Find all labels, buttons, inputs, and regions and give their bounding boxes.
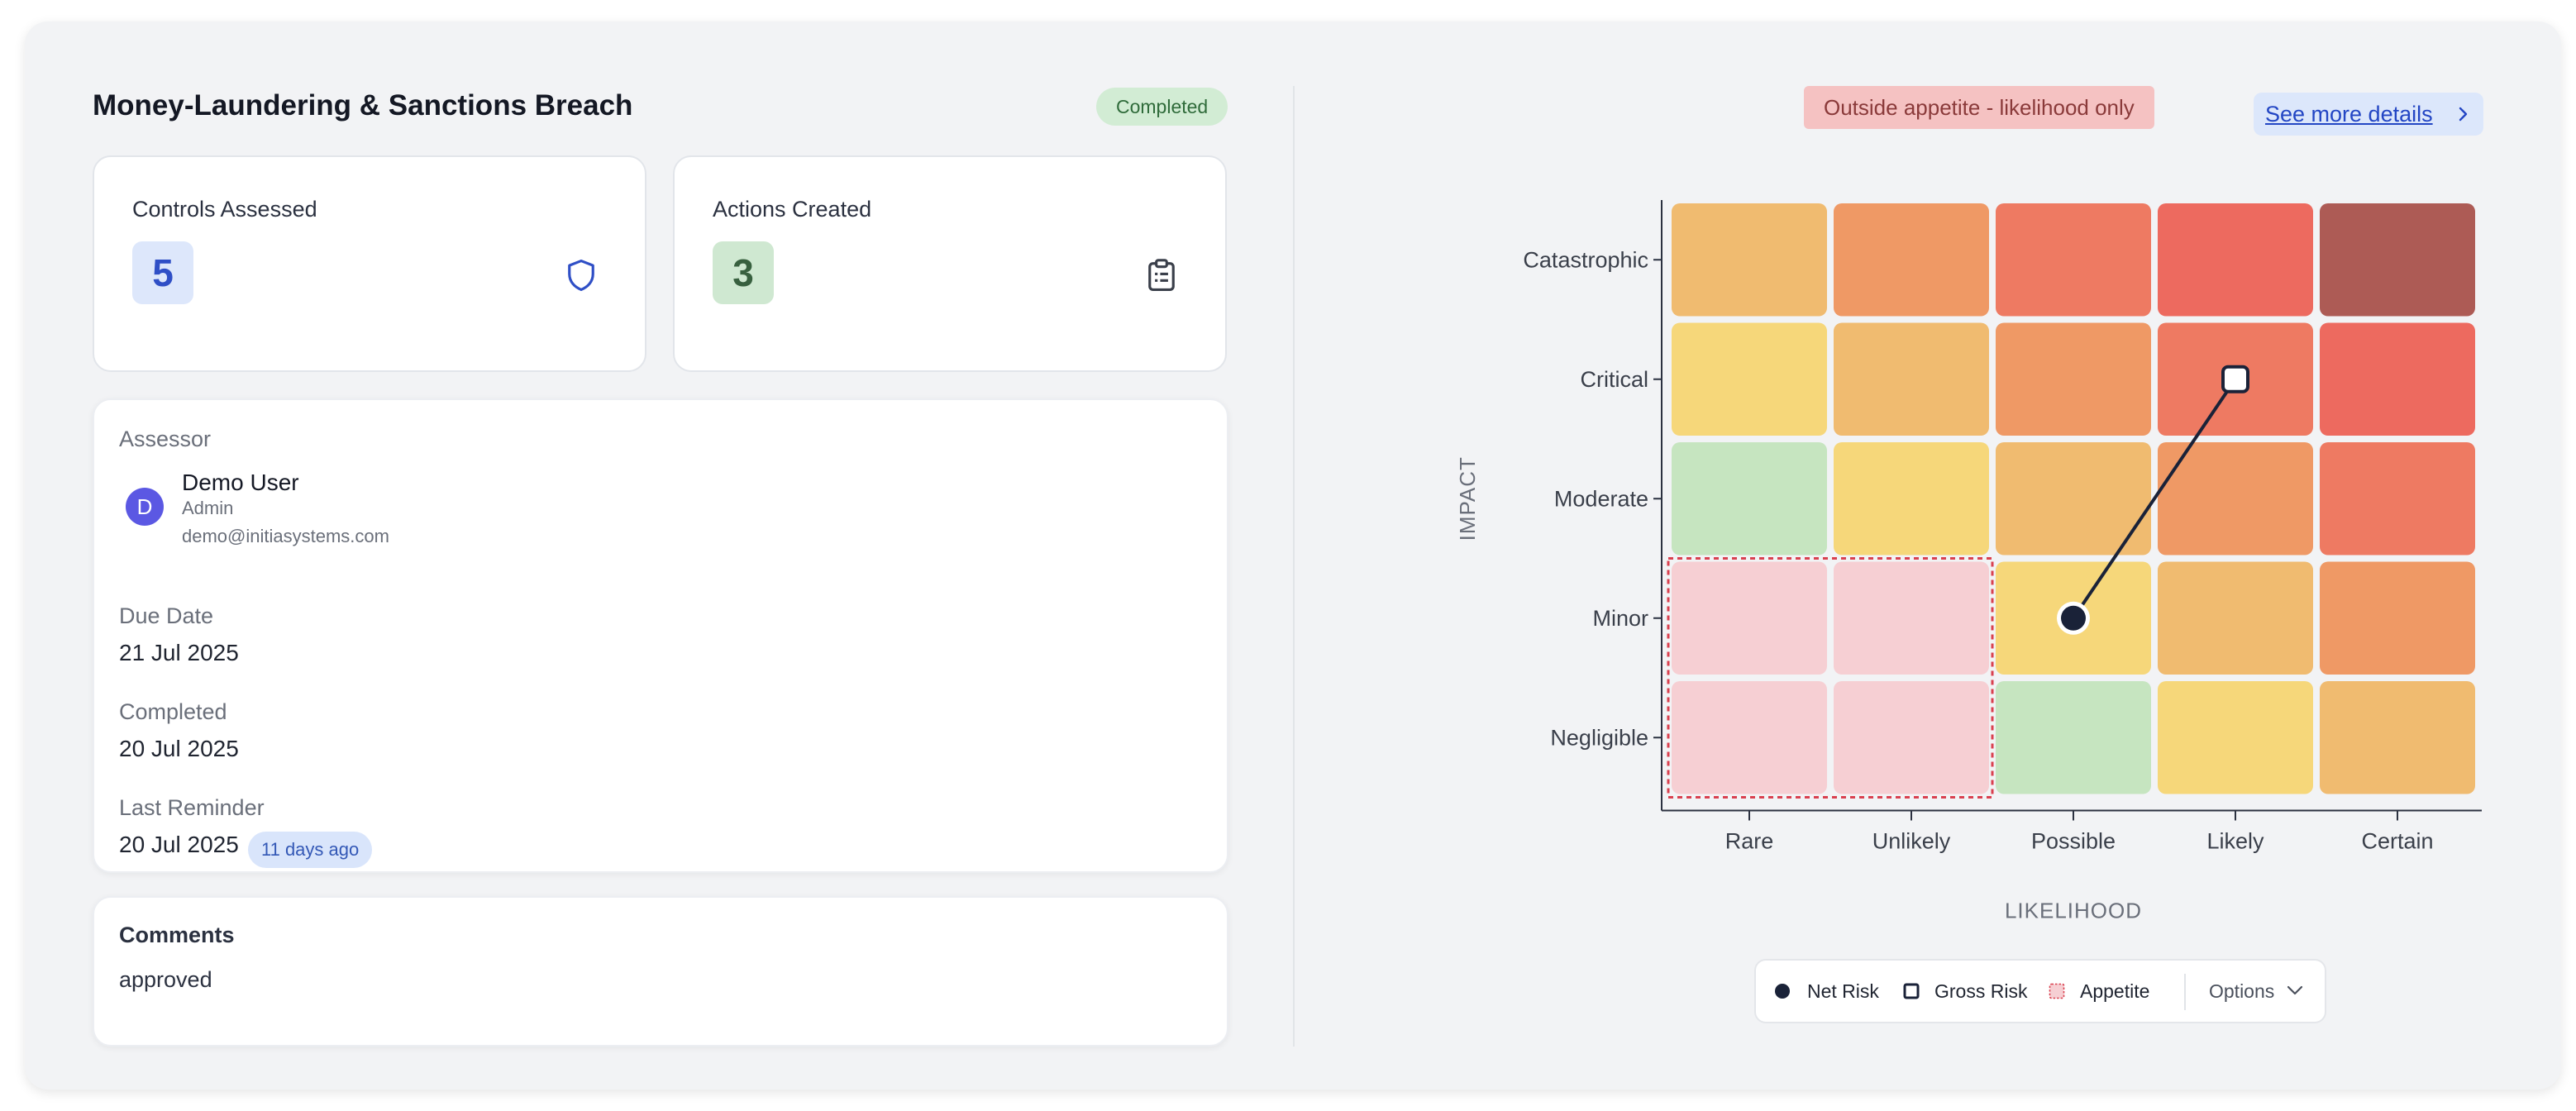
matrix-cell-critical-unlikely [1834, 322, 1989, 436]
appetite-marker-icon [2049, 983, 2065, 999]
matrix-cell-critical-rare [1672, 322, 1827, 436]
options-label: Options [2209, 980, 2275, 1002]
avatar: D [126, 488, 164, 526]
matrix-cell-moderate-unlikely [1834, 442, 1989, 556]
actions-created-count: 3 [713, 241, 774, 304]
last-reminder-label: Last Reminder [119, 795, 265, 820]
completed-value: 20 Jul 2025 [119, 736, 239, 761]
matrix-cell-minor-likely [2158, 561, 2313, 675]
risk-title: Money-Laundering & Sanctions Breach [93, 89, 633, 122]
assessor-label: Assessor [119, 427, 212, 451]
matrix-cell-catastrophic-rare [1672, 203, 1827, 317]
matrix-cell-negligible-unlikely [1834, 681, 1989, 794]
matrix-cell-minor-unlikely [1834, 561, 1989, 675]
y-tick-label-negligible: Negligible [1550, 725, 1648, 750]
matrix-cell-negligible-certain [2320, 681, 2475, 794]
last-reminder-value: 20 Jul 2025 [119, 832, 239, 857]
net-risk-marker [2061, 605, 2086, 631]
reminder-relative-badge: 11 days ago [248, 832, 373, 868]
matrix-cell-moderate-possible [1996, 442, 2151, 556]
assessor-email: demo@initiasystems.com [182, 526, 389, 546]
y-tick-label-critical: Critical [1580, 367, 1648, 392]
controls-assessed-label: Controls Assessed [132, 197, 317, 222]
matrix-cell-moderate-certain [2320, 442, 2475, 556]
matrix-cell-negligible-possible [1996, 681, 2151, 794]
matrix-cell-catastrophic-unlikely [1834, 203, 1989, 317]
matrix-cell-critical-possible [1996, 322, 2151, 436]
completed-label: Completed [119, 699, 227, 724]
options-dropdown[interactable]: Options [2209, 961, 2274, 1022]
x-tick-label-rare: Rare [1725, 829, 1774, 854]
column-divider [1293, 86, 1295, 1047]
gross-risk-marker [2221, 365, 2249, 393]
controls-assessed-count: 5 [132, 241, 193, 304]
matrix-cell-catastrophic-certain [2320, 203, 2475, 317]
matrix-legend: Net Risk Gross Risk Appetite Options [1754, 959, 2326, 1023]
matrix-cell-negligible-rare [1672, 681, 1827, 794]
appetite-warning-banner: Outside appetite - likelihood only [1804, 86, 2154, 129]
actions-created-card[interactable]: Actions Created 3 [673, 155, 1227, 372]
y-axis-title: IMPACT [1455, 456, 1480, 541]
comments-text: approved [119, 967, 212, 992]
legend-appetite-label: Appetite [2080, 980, 2150, 1002]
legend-gross-risk-label: Gross Risk [1934, 980, 2028, 1002]
see-more-details-link[interactable]: See more details [2254, 93, 2483, 136]
due-date-value: 21 Jul 2025 [119, 640, 239, 665]
clipboard-icon [1148, 259, 1175, 292]
comments-card: Comments approved [93, 896, 1228, 1047]
actions-created-label: Actions Created [713, 197, 872, 222]
legend-net-risk-label: Net Risk [1807, 980, 1879, 1002]
matrix-cell-moderate-rare [1672, 442, 1827, 556]
legend-separator [2184, 974, 2186, 1010]
x-tick-label-unlikely: Unlikely [1872, 829, 1951, 854]
matrix-cell-catastrophic-likely [2158, 203, 2313, 317]
chevron-right-icon [2459, 107, 2468, 122]
assessment-details-card: Assessor D Demo User Admin demo@initiasy… [93, 398, 1228, 873]
risk-movement-line [2072, 378, 2237, 619]
y-tick-label-minor: Minor [1592, 606, 1648, 631]
assessor-role: Admin [182, 498, 234, 518]
matrix-cell-catastrophic-possible [1996, 203, 2151, 317]
x-tick-label-likely: Likely [2206, 829, 2264, 854]
matrix-cell-critical-certain [2320, 322, 2475, 436]
shield-icon [568, 260, 594, 291]
matrix-cell-negligible-likely [2158, 681, 2313, 794]
x-tick-label-possible: Possible [2031, 829, 2116, 854]
y-tick-label-moderate: Moderate [1554, 486, 1648, 511]
gross-risk-marker-icon [1903, 983, 1920, 999]
matrix-cell-moderate-likely [2158, 442, 2313, 556]
chevron-down-icon[interactable] [2287, 985, 2303, 995]
status-badge: Completed [1096, 88, 1228, 126]
y-tick-label-catastrophic: Catastrophic [1523, 247, 1648, 272]
comments-title: Comments [119, 923, 235, 947]
risk-assessment-panel: Money-Laundering & Sanctions Breach Comp… [25, 21, 2561, 1090]
x-tick-label-certain: Certain [2361, 829, 2433, 854]
see-more-details-label: See more details [2265, 102, 2433, 126]
controls-assessed-card[interactable]: Controls Assessed 5 [93, 155, 646, 372]
risk-heatmap: Catastrophic Critical Moderate Minor Negligi… [1455, 200, 2482, 923]
matrix-cell-minor-certain [2320, 561, 2475, 675]
x-axis-title: LIKELIHOOD [2005, 899, 2142, 923]
matrix-cell-minor-rare [1672, 561, 1827, 675]
net-risk-marker-icon [1775, 984, 1790, 999]
assessor-name: Demo User [182, 470, 299, 495]
due-date-label: Due Date [119, 603, 214, 628]
